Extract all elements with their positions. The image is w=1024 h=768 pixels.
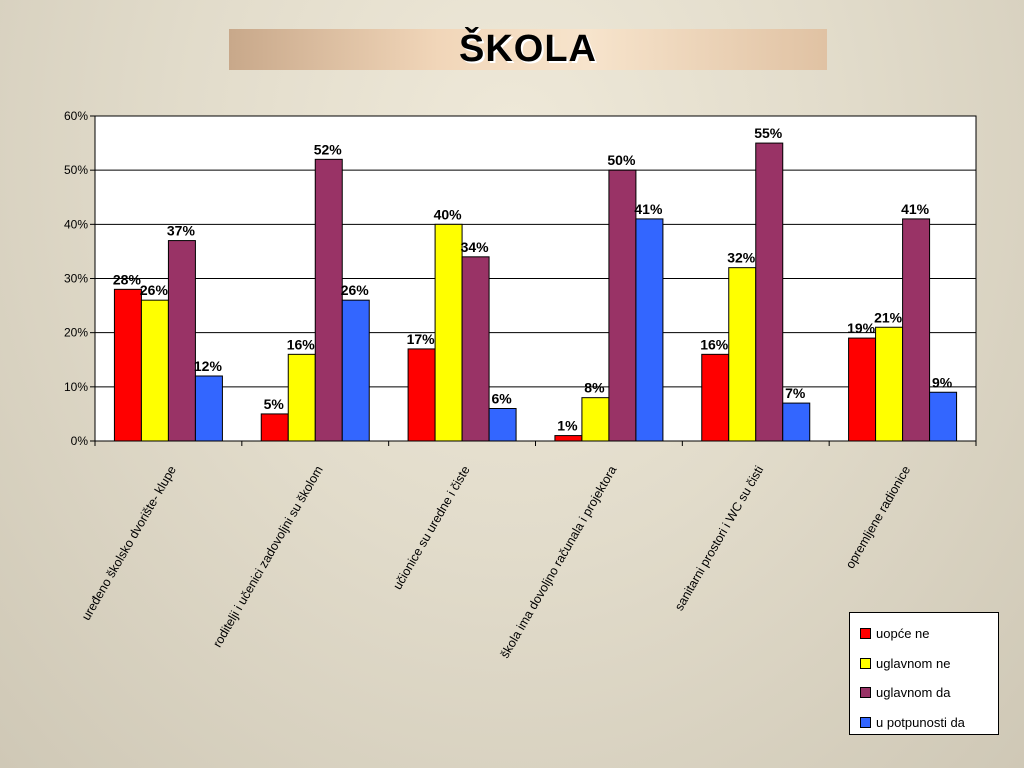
data-label: 19% — [847, 320, 876, 336]
data-label: 50% — [607, 152, 636, 168]
y-tick-label: 10% — [64, 380, 88, 394]
bar — [581, 397, 610, 442]
bar — [875, 326, 904, 442]
bar — [608, 169, 637, 442]
bar — [902, 218, 931, 442]
data-label: 40% — [434, 206, 463, 222]
category-label: škola ima dovoljno računala i projektora — [498, 463, 620, 660]
y-tick-label: 30% — [64, 272, 88, 286]
legend-label: uglavnom da — [876, 685, 951, 701]
bar — [434, 223, 463, 442]
bar — [488, 408, 517, 442]
bar — [635, 218, 664, 442]
data-label: 12% — [194, 358, 223, 374]
data-label: 16% — [287, 336, 316, 352]
bar — [929, 391, 958, 442]
data-label: 28% — [113, 271, 142, 287]
legend-label: u potpunosti da — [876, 714, 965, 730]
data-label: 1% — [557, 418, 578, 434]
data-label: 5% — [264, 396, 285, 412]
y-tick-label: 20% — [64, 326, 88, 340]
legend-swatch — [860, 657, 871, 669]
category-label: uređeno školsko dvorište- klupe — [79, 463, 179, 622]
data-label: 32% — [727, 250, 756, 266]
bar — [554, 435, 583, 442]
category-label: opremljene radionice — [843, 463, 913, 571]
legend-swatch — [860, 628, 871, 640]
bar — [140, 299, 169, 442]
title-bar: ŠKOLA — [229, 28, 827, 70]
data-label: 21% — [874, 309, 903, 325]
legend-item: uglavnom da — [860, 678, 998, 708]
legend-swatch — [860, 716, 871, 728]
data-label: 26% — [140, 282, 169, 298]
data-label: 17% — [407, 331, 436, 347]
legend-label: uglavnom ne — [876, 655, 951, 671]
y-tick-label: 60% — [64, 109, 88, 123]
bar — [287, 353, 316, 442]
data-label: 41% — [901, 201, 930, 217]
data-label: 34% — [461, 239, 490, 255]
bar — [260, 413, 289, 442]
data-label: 16% — [700, 336, 729, 352]
y-tick-label: 50% — [64, 163, 88, 177]
data-label: 37% — [167, 223, 196, 239]
data-label: 55% — [754, 125, 783, 141]
data-label: 8% — [584, 380, 605, 396]
legend-label: uopće ne — [876, 626, 930, 642]
chart-title: ŠKOLA — [459, 28, 597, 70]
data-label: 6% — [491, 391, 512, 407]
legend-item: uopće ne — [860, 619, 998, 649]
bar — [314, 158, 343, 442]
legend-item: uglavnom ne — [860, 649, 998, 679]
bar — [755, 142, 784, 442]
category-label: roditelji i učenici zadovoljni su školom — [210, 464, 326, 650]
bar — [701, 353, 730, 442]
category-label: sanitarni prostori i WC su čisti — [672, 464, 766, 614]
data-label: 52% — [314, 141, 343, 157]
bar — [782, 402, 811, 442]
bar — [167, 240, 196, 442]
bar — [848, 337, 877, 442]
bar — [113, 288, 142, 442]
data-label: 7% — [785, 385, 806, 401]
data-label: 9% — [932, 374, 953, 390]
y-tick-label: 40% — [64, 217, 88, 231]
legend: uopće ne uglavnom ne uglavnom da u potpunos… — [849, 612, 999, 735]
data-label: 41% — [634, 201, 663, 217]
legend-item: u potpunosti da — [860, 708, 998, 738]
legend-swatch — [860, 687, 871, 699]
bar — [461, 256, 490, 442]
bar — [341, 299, 370, 442]
bar — [194, 375, 223, 442]
bar — [728, 267, 757, 442]
data-label: 26% — [341, 282, 370, 298]
category-label: učionice su uredne i čiste — [390, 463, 472, 592]
y-tick-label: 0% — [71, 434, 89, 448]
bar — [407, 348, 436, 442]
